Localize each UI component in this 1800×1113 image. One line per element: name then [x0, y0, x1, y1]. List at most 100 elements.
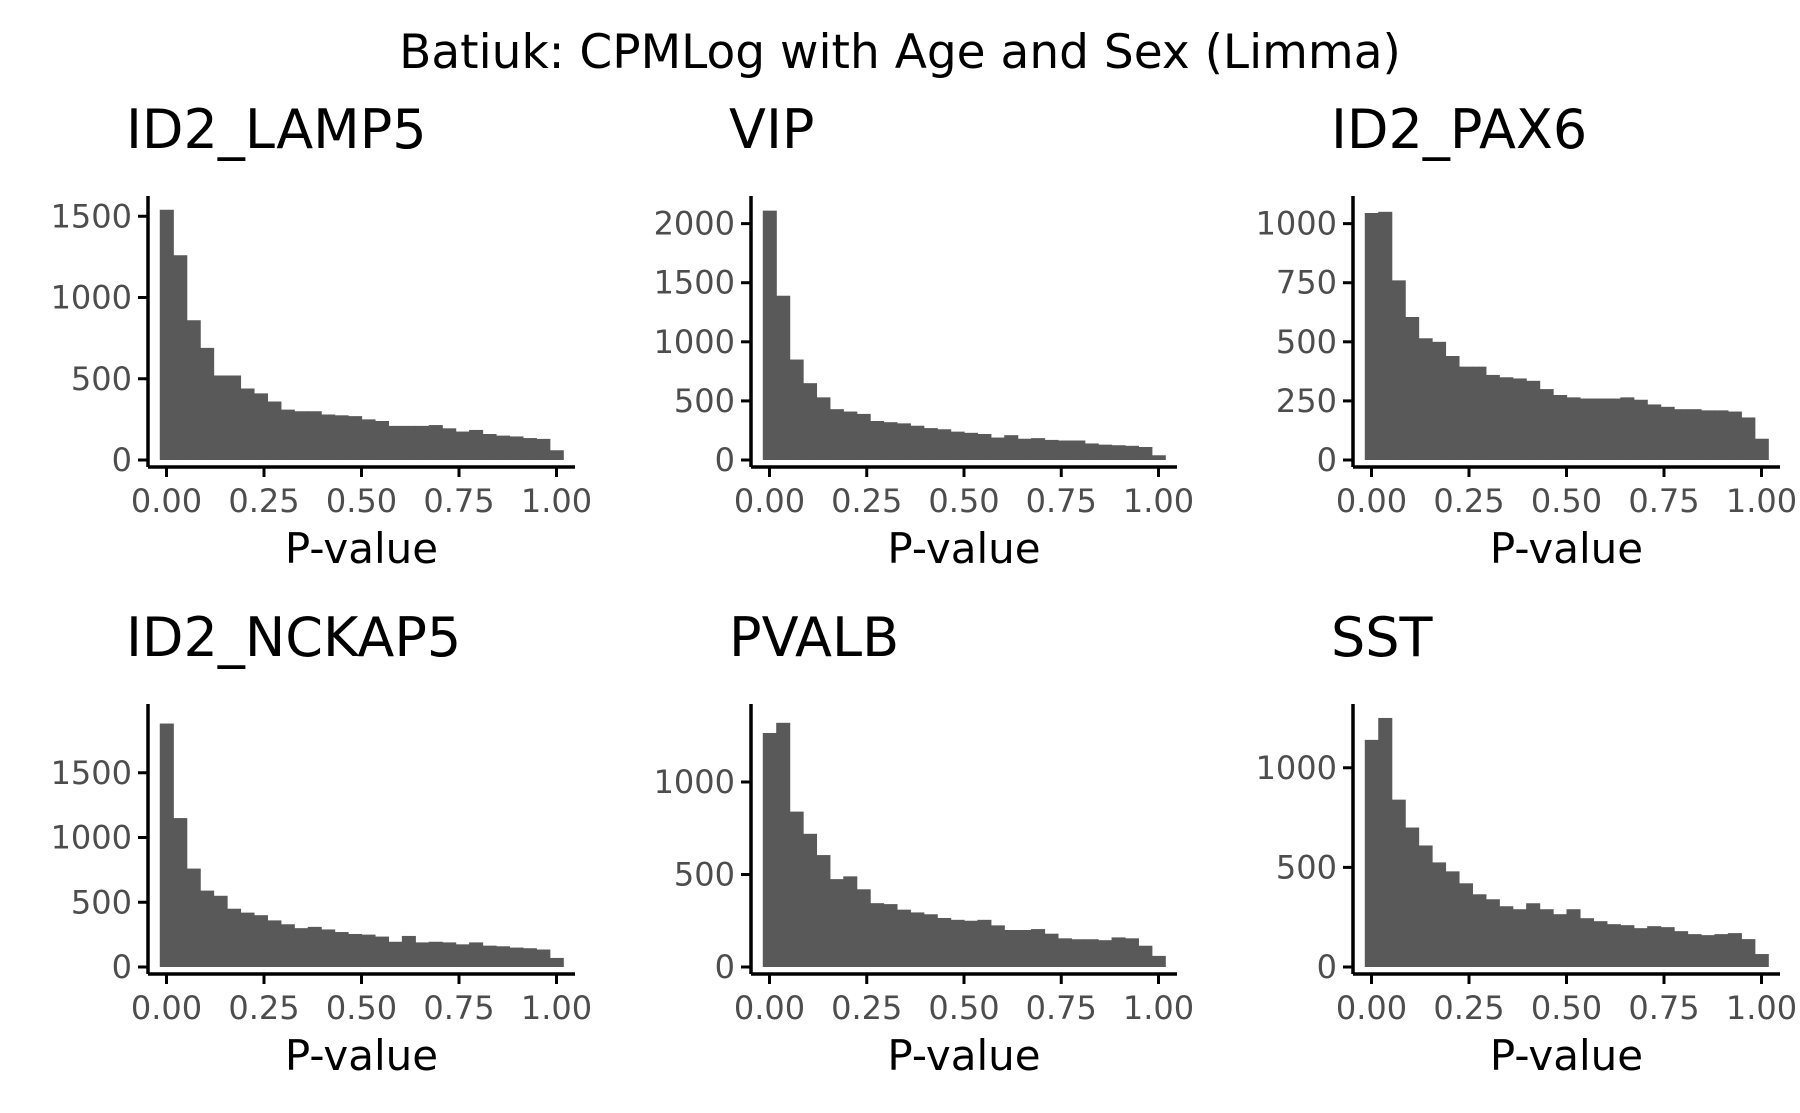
y-tick-label: 0: [112, 441, 132, 479]
histogram-bar: [1432, 341, 1447, 460]
histogram-bar: [1445, 871, 1460, 967]
histogram-bar: [482, 945, 497, 967]
histogram-bar: [348, 933, 363, 967]
histogram-bar: [227, 908, 242, 967]
histogram-bar: [1418, 338, 1433, 460]
histogram-bar: [1633, 399, 1648, 460]
histogram-bar: [1124, 445, 1139, 460]
histogram-bar: [789, 811, 804, 967]
histogram-bar: [549, 450, 564, 460]
histogram-bar: [1727, 411, 1742, 460]
y-tick-label: 500: [674, 856, 735, 894]
histogram-bar: [280, 409, 295, 460]
histogram-bar: [415, 942, 430, 967]
histogram-bar: [1741, 939, 1756, 967]
panel-title: ID2_NCKAP5: [126, 606, 461, 669]
histogram-bar: [186, 868, 201, 967]
histogram-bar: [495, 435, 511, 460]
x-tick-label: 0.25: [1433, 482, 1504, 520]
histogram-bar: [910, 425, 925, 460]
histogram-bar: [1566, 909, 1581, 967]
histogram-bar: [253, 915, 268, 967]
histogram-bar: [1364, 213, 1379, 460]
histogram-bar: [1687, 409, 1702, 460]
histogram-bar: [1700, 410, 1716, 460]
histogram-bar: [1485, 899, 1500, 967]
histogram-bar: [1124, 938, 1139, 967]
x-tick-label: 1.00: [1726, 989, 1797, 1027]
histogram-bar: [950, 919, 965, 967]
histogram-bar: [1660, 927, 1675, 967]
histogram-bar: [896, 909, 911, 967]
x-tick-label: 0.50: [1531, 989, 1602, 1027]
histogram-bar: [509, 947, 524, 967]
histogram-bar: [1754, 438, 1769, 460]
histogram-bar: [1714, 410, 1729, 460]
x-axis-title: P-value: [1490, 1031, 1643, 1080]
histogram-bar: [1553, 914, 1568, 967]
x-tick-label: 0.75: [423, 482, 494, 520]
x-axis-title: P-value: [887, 1031, 1040, 1080]
x-axis-title: P-value: [887, 524, 1040, 573]
histogram-bar: [469, 429, 484, 460]
histogram-bar: [1512, 378, 1527, 460]
histogram-bar: [321, 929, 336, 967]
y-tick-label: 1000: [1256, 749, 1337, 787]
histogram-bar: [923, 914, 938, 967]
x-tick-label: 0.25: [228, 482, 299, 520]
panel-title: ID2_PAX6: [1331, 98, 1587, 161]
y-tick-label: 0: [715, 441, 735, 479]
y-tick-label: 0: [1317, 948, 1337, 986]
panel-title: PVALB: [729, 606, 899, 669]
histogram-bar: [1138, 447, 1153, 460]
histogram-bar: [200, 347, 215, 460]
histogram-bar: [990, 925, 1005, 967]
x-tick-label: 0.75: [1628, 989, 1699, 1027]
histogram-bar: [762, 210, 777, 460]
y-tick-label: 2000: [654, 205, 735, 243]
histogram-bar: [910, 912, 925, 967]
x-tick-label: 0.75: [1026, 482, 1097, 520]
y-tick-label: 1500: [51, 754, 132, 792]
histogram-bar: [1458, 366, 1473, 460]
histogram-bar: [374, 421, 389, 460]
histogram-bar: [923, 428, 938, 460]
histogram-bar: [1151, 955, 1166, 967]
y-tick-label: 1000: [654, 323, 735, 361]
histogram-bar: [1606, 398, 1621, 460]
histogram-bar: [455, 431, 470, 460]
histogram-bar: [1445, 356, 1460, 460]
histogram-bar: [173, 818, 188, 967]
histogram-bar: [843, 876, 858, 967]
histogram-bar: [803, 383, 818, 460]
histogram-bar: [1458, 883, 1473, 967]
x-tick-label: 0.75: [423, 989, 494, 1027]
histogram-bar: [1111, 445, 1126, 460]
histogram-bar: [159, 209, 174, 460]
histogram-bar: [1098, 940, 1113, 967]
histogram-bar: [213, 375, 228, 460]
panel-title: SST: [1331, 606, 1434, 669]
histogram-bar: [522, 948, 537, 967]
histogram-bar: [1071, 440, 1086, 460]
histogram-bar: [1499, 906, 1514, 967]
histogram-bar: [1687, 934, 1702, 967]
histogram-bar: [1553, 395, 1568, 460]
histogram-bar: [870, 421, 885, 460]
histogram-bar: [937, 917, 952, 967]
histogram-bar: [856, 413, 871, 460]
histogram-bar: [334, 932, 349, 967]
histogram-bar: [1714, 934, 1729, 967]
histogram-bar: [1044, 933, 1059, 967]
histogram-bar: [1754, 954, 1769, 967]
histogram-bar: [267, 920, 282, 967]
histogram-bar: [361, 419, 376, 460]
y-tick-label: 1000: [51, 819, 132, 857]
histogram-bar: [240, 388, 255, 460]
panel-1: VIP 0 500 1000 1500 2000 0.00 0.25 0.50 0.75 1.00 P…: [654, 98, 1195, 573]
histogram-bar: [294, 928, 309, 967]
histogram-bar: [469, 942, 484, 967]
histogram-bar: [186, 320, 201, 460]
histogram-bar: [816, 397, 831, 460]
